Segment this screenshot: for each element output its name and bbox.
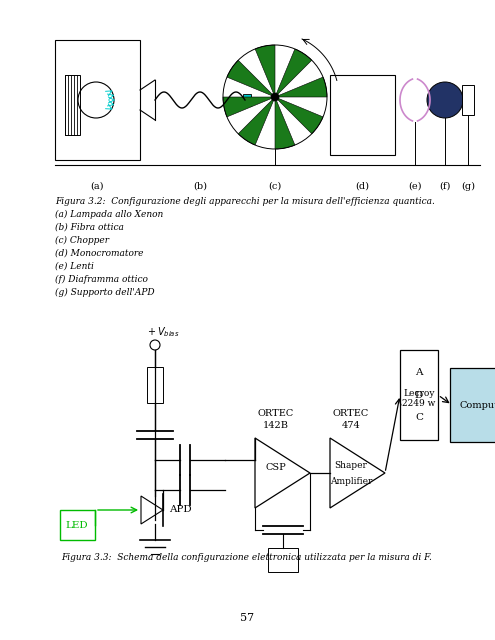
Text: ORTEC: ORTEC [258, 408, 294, 417]
Text: (f) Diaframma ottico: (f) Diaframma ottico [55, 275, 148, 284]
Wedge shape [275, 49, 312, 97]
Wedge shape [275, 97, 323, 134]
Wedge shape [275, 77, 327, 97]
Text: Shaper: Shaper [335, 461, 367, 470]
Circle shape [427, 82, 463, 118]
Text: Figura 3.2:  Configurazione degli apparecchi per la misura dell'efficienza quant: Figura 3.2: Configurazione degli apparec… [55, 197, 435, 206]
Bar [243, 94, 251, 106]
Wedge shape [238, 97, 275, 145]
Wedge shape [223, 97, 275, 117]
Text: $V_{bias}$: $V_{bias}$ [157, 325, 180, 339]
Polygon shape [141, 496, 163, 524]
Text: (e) Lenti: (e) Lenti [55, 262, 94, 271]
Text: 57: 57 [240, 613, 254, 623]
Wedge shape [275, 97, 295, 149]
FancyBboxPatch shape [450, 368, 495, 442]
Text: CSP: CSP [265, 463, 286, 472]
Text: (d): (d) [355, 182, 369, 191]
Circle shape [271, 93, 279, 101]
Bar [55, 40, 140, 160]
Text: $+$: $+$ [147, 326, 156, 337]
Text: Computer: Computer [460, 401, 495, 410]
Text: (f): (f) [440, 182, 450, 191]
Text: (a): (a) [90, 182, 104, 191]
Text: (g) Supporto dell'APD: (g) Supporto dell'APD [55, 288, 154, 297]
Text: (c): (c) [268, 182, 282, 191]
Bar [267, 548, 297, 572]
Text: Lecroy: Lecroy [403, 388, 435, 397]
Text: (g): (g) [461, 182, 475, 191]
Text: D: D [415, 390, 423, 399]
Bar [400, 350, 438, 440]
Text: C: C [415, 413, 423, 422]
Text: (c) Chopper: (c) Chopper [55, 236, 109, 245]
Wedge shape [227, 60, 275, 97]
Wedge shape [255, 45, 275, 97]
Bar [147, 367, 163, 403]
Text: (b) Fibra ottica: (b) Fibra ottica [55, 223, 124, 232]
Text: (e): (e) [408, 182, 422, 191]
Text: 2249 w: 2249 w [402, 399, 436, 408]
Text: 474: 474 [342, 420, 360, 429]
Text: APD: APD [169, 506, 192, 515]
Text: Amplifier: Amplifier [330, 477, 372, 486]
Polygon shape [330, 438, 385, 508]
Text: Figura 3.3:  Schema della configurazione elettronica utilizzata per la misura di: Figura 3.3: Schema della configurazione … [61, 553, 433, 562]
Text: 142B: 142B [263, 420, 289, 429]
Text: ORTEC: ORTEC [333, 408, 369, 417]
Bar [330, 75, 395, 155]
Text: (b): (b) [193, 182, 207, 191]
Text: (d) Monocromatore: (d) Monocromatore [55, 249, 144, 258]
Bar [60, 510, 95, 540]
Text: (a) Lampada allo Xenon: (a) Lampada allo Xenon [55, 210, 163, 219]
Text: LED: LED [66, 520, 88, 529]
Polygon shape [255, 438, 310, 508]
Text: A: A [415, 368, 423, 377]
Bar [462, 85, 474, 115]
Bar [65, 75, 80, 135]
